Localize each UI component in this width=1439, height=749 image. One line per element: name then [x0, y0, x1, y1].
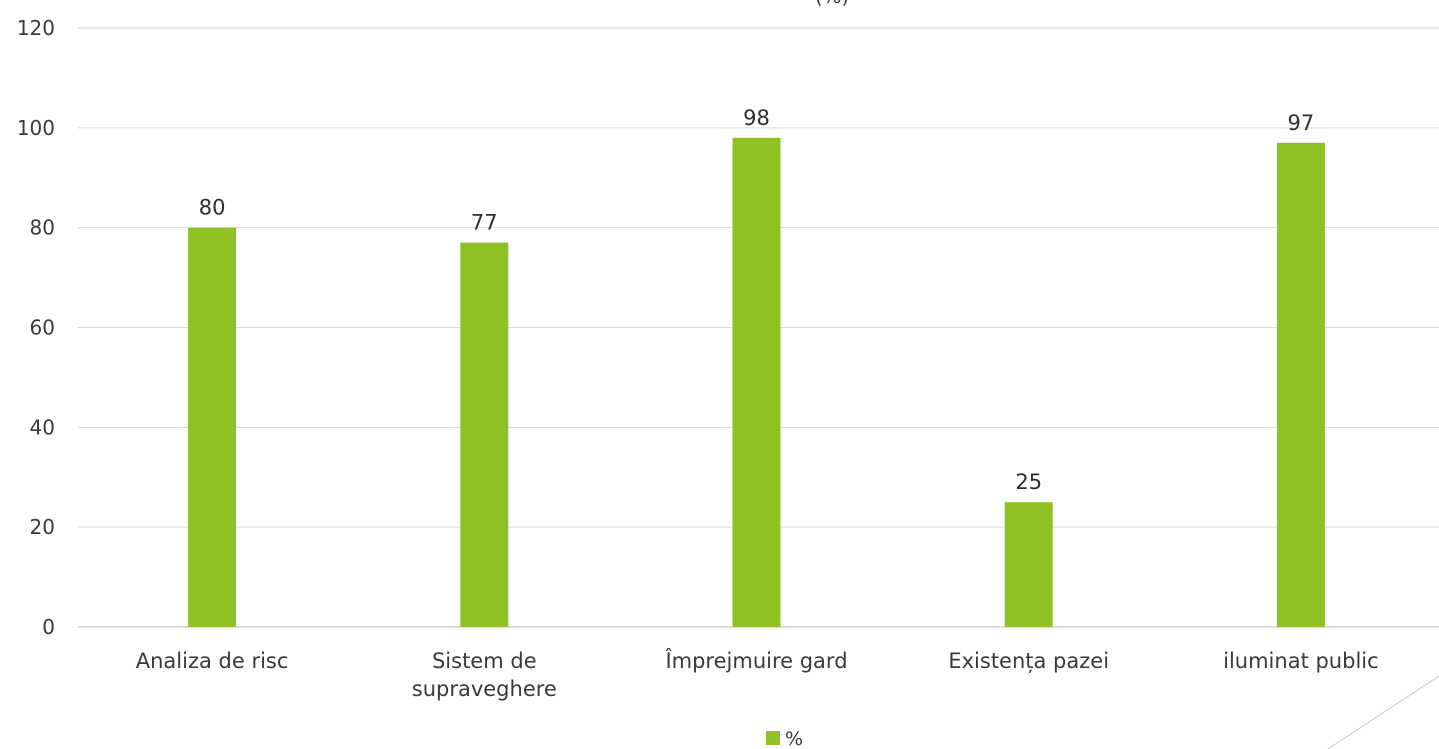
y-tick-label-40: 40: [30, 415, 55, 439]
data-label-3: 98: [743, 106, 770, 130]
decorative-line: [1327, 675, 1439, 749]
y-tick-label-0: 0: [42, 615, 55, 639]
x-tick-label-4: Existența pazei: [948, 649, 1109, 673]
y-tick-label-100: 100: [17, 116, 55, 140]
legend: %: [766, 728, 803, 749]
y-tick-label-60: 60: [30, 316, 55, 340]
x-tick-label-2: Sistem de supraveghere: [412, 649, 557, 701]
data-label-1: 80: [199, 196, 226, 220]
data-label-2: 77: [471, 211, 498, 235]
bar-4: [1004, 502, 1053, 627]
legend-label: %: [785, 728, 803, 749]
data-label-5: 97: [1288, 111, 1315, 135]
bars: 80 77 98 25 97: [188, 106, 1325, 628]
legend-swatch: [766, 731, 780, 745]
bar-3: [732, 137, 781, 628]
x-tick-label-5: iluminat public: [1223, 649, 1379, 673]
bar-2: [460, 242, 509, 627]
data-label-4: 25: [1015, 470, 1042, 494]
chart-title: (%): [815, 0, 850, 8]
bar-5: [1276, 142, 1325, 627]
x-axis: Analiza de risc Sistem de supraveghere Împr…: [136, 648, 1379, 701]
bar-1: [188, 227, 237, 627]
y-tick-label-20: 20: [30, 515, 55, 539]
y-tick-label-80: 80: [30, 216, 55, 240]
y-axis: 0 20 40 60 80 100 120: [17, 16, 55, 639]
x-tick-label-1: Analiza de risc: [136, 649, 289, 673]
x-tick-label-3: Împrejmuire gard: [664, 648, 847, 673]
y-tick-label-120: 120: [17, 16, 55, 40]
